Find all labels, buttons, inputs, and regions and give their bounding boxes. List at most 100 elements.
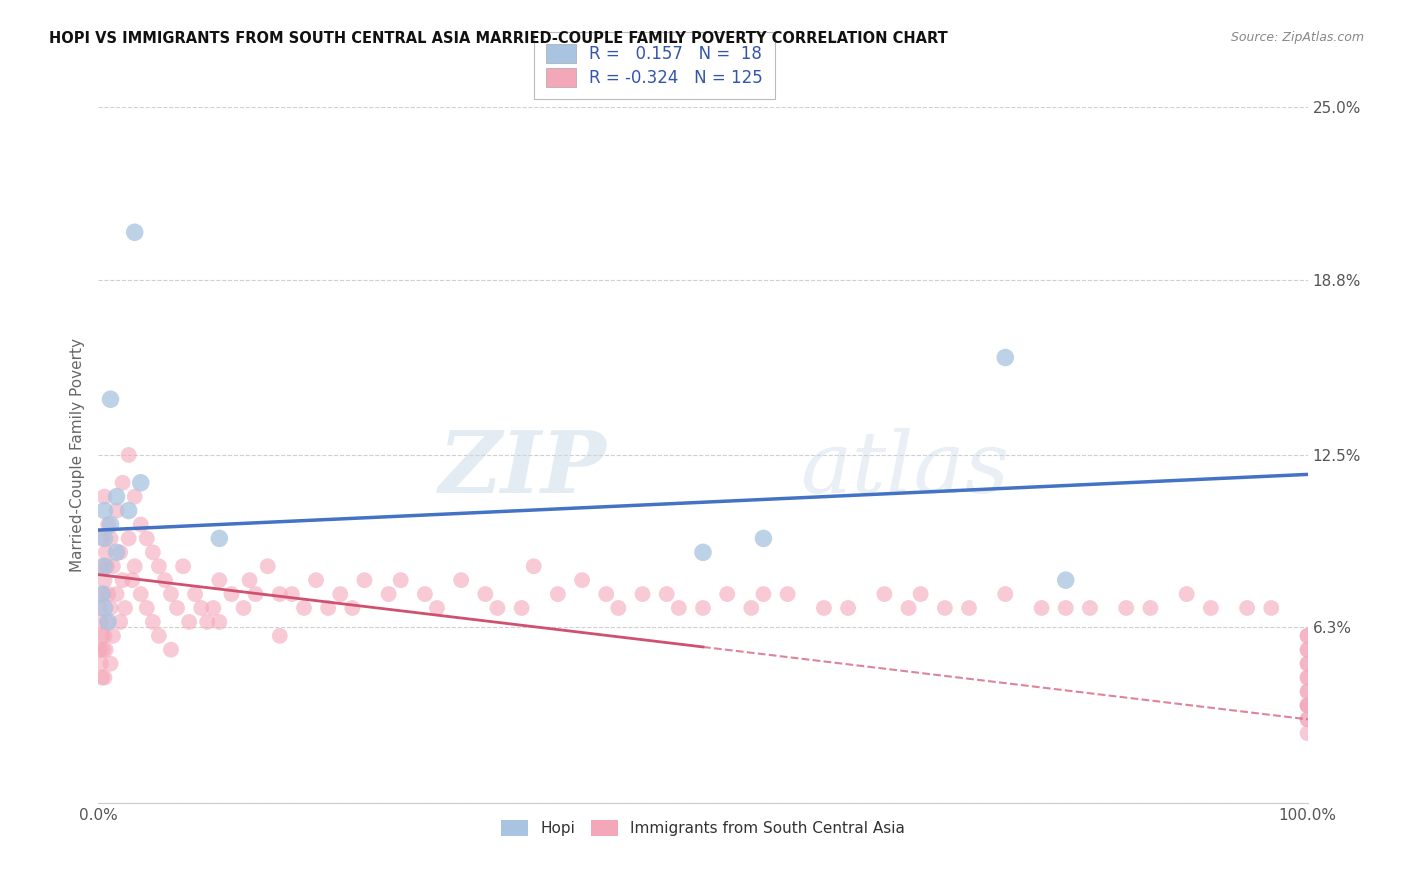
Point xyxy=(692,601,714,615)
Point xyxy=(668,601,690,615)
Point xyxy=(129,587,152,601)
Point xyxy=(108,615,131,629)
Point xyxy=(776,587,799,601)
Point xyxy=(100,657,122,671)
Point xyxy=(450,573,472,587)
Point xyxy=(1115,601,1137,615)
Point xyxy=(510,601,533,615)
Point xyxy=(118,448,141,462)
Point xyxy=(342,601,364,615)
Point xyxy=(1054,601,1077,615)
Point xyxy=(1296,684,1319,698)
Point xyxy=(142,615,165,629)
Point xyxy=(90,657,112,671)
Point xyxy=(1031,601,1053,615)
Point xyxy=(1296,671,1319,685)
Point xyxy=(595,587,617,601)
Point xyxy=(148,629,170,643)
Point xyxy=(93,532,115,546)
Point xyxy=(184,587,207,601)
Point xyxy=(353,573,375,587)
Point xyxy=(100,601,122,615)
Point xyxy=(571,573,593,587)
Point xyxy=(160,587,183,601)
Point xyxy=(873,587,896,601)
Point xyxy=(105,545,128,559)
Point xyxy=(93,629,115,643)
Point xyxy=(93,573,115,587)
Point xyxy=(100,392,122,407)
Point xyxy=(91,532,114,546)
Point xyxy=(105,490,128,504)
Point xyxy=(105,587,128,601)
Point xyxy=(269,587,291,601)
Point xyxy=(1296,698,1319,713)
Point xyxy=(232,601,254,615)
Point xyxy=(208,573,231,587)
Point xyxy=(813,601,835,615)
Point xyxy=(752,532,775,546)
Point xyxy=(93,503,115,517)
Point xyxy=(135,532,157,546)
Point xyxy=(160,642,183,657)
Point xyxy=(100,517,122,532)
Point xyxy=(1175,587,1198,601)
Point xyxy=(1078,601,1101,615)
Point xyxy=(1054,573,1077,587)
Point xyxy=(142,545,165,559)
Point xyxy=(1296,698,1319,713)
Point xyxy=(716,587,738,601)
Point xyxy=(316,601,339,615)
Point xyxy=(221,587,243,601)
Point xyxy=(91,671,114,685)
Point xyxy=(94,642,117,657)
Point xyxy=(124,225,146,239)
Point xyxy=(93,559,115,574)
Point xyxy=(153,573,176,587)
Point xyxy=(166,601,188,615)
Point xyxy=(1139,601,1161,615)
Y-axis label: Married-Couple Family Poverty: Married-Couple Family Poverty xyxy=(69,338,84,572)
Point xyxy=(97,615,120,629)
Point xyxy=(837,601,859,615)
Point xyxy=(329,587,352,601)
Point xyxy=(195,615,218,629)
Point xyxy=(124,559,146,574)
Point xyxy=(1296,657,1319,671)
Point xyxy=(202,601,225,615)
Point xyxy=(93,490,115,504)
Point xyxy=(1260,601,1282,615)
Point xyxy=(1296,671,1319,685)
Point xyxy=(256,559,278,574)
Point xyxy=(1236,601,1258,615)
Point xyxy=(1296,684,1319,698)
Text: ZIP: ZIP xyxy=(439,427,606,510)
Point xyxy=(631,587,654,601)
Point xyxy=(1296,642,1319,657)
Point xyxy=(389,573,412,587)
Point xyxy=(269,629,291,643)
Text: Source: ZipAtlas.com: Source: ZipAtlas.com xyxy=(1230,31,1364,45)
Point xyxy=(957,601,980,615)
Point xyxy=(523,559,546,574)
Point xyxy=(910,587,932,601)
Point xyxy=(1296,712,1319,726)
Point xyxy=(1296,712,1319,726)
Point xyxy=(89,601,111,615)
Point xyxy=(172,559,194,574)
Point xyxy=(1296,657,1319,671)
Point xyxy=(897,601,920,615)
Text: atlas: atlas xyxy=(800,427,1010,510)
Point xyxy=(292,601,315,615)
Point xyxy=(97,517,120,532)
Point xyxy=(93,601,115,615)
Point xyxy=(96,559,118,574)
Point xyxy=(121,573,143,587)
Point xyxy=(190,601,212,615)
Point xyxy=(994,587,1017,601)
Point xyxy=(135,601,157,615)
Point xyxy=(547,587,569,601)
Point xyxy=(607,601,630,615)
Point xyxy=(89,642,111,657)
Point xyxy=(1296,698,1319,713)
